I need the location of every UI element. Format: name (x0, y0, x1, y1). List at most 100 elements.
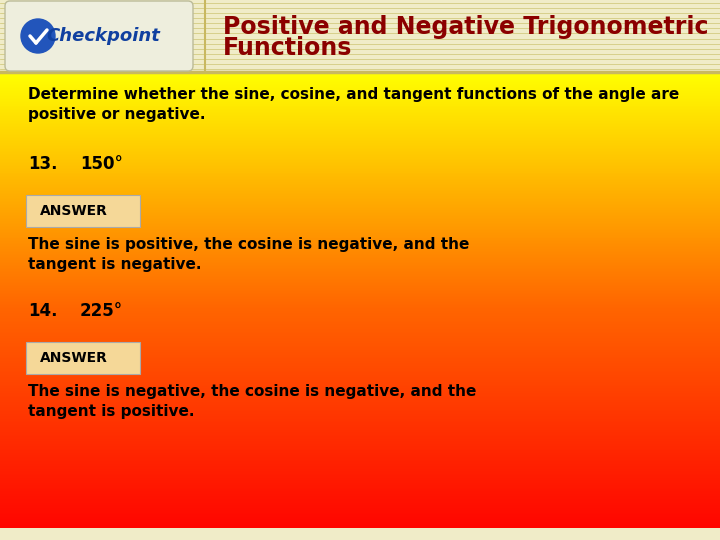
Bar (0, 263, 720, 266)
Bar (0, 294, 720, 296)
Bar (0, 511, 720, 514)
Bar (0, 282, 720, 284)
Bar (0, 411, 720, 414)
Bar (0, 143, 720, 145)
Bar (0, 427, 720, 429)
Bar (0, 232, 720, 234)
Bar (0, 0, 720, 72)
Bar (0, 273, 720, 275)
Bar (0, 219, 720, 222)
Bar (0, 386, 720, 389)
Bar (0, 76, 720, 78)
Bar (0, 199, 720, 201)
Bar (0, 410, 720, 412)
Text: ANSWER: ANSWER (40, 204, 108, 218)
Bar (0, 201, 720, 203)
Bar (0, 371, 720, 373)
Bar (0, 438, 720, 440)
Bar (0, 109, 720, 111)
Bar (0, 308, 720, 310)
Bar (0, 414, 720, 417)
Bar (0, 525, 720, 528)
Bar (0, 296, 720, 298)
Bar (0, 129, 720, 131)
Bar (0, 510, 720, 512)
Bar (0, 275, 720, 278)
Bar (0, 349, 720, 351)
Bar (0, 338, 720, 340)
Bar (0, 135, 720, 138)
Bar (0, 440, 720, 442)
Bar (0, 475, 720, 477)
Bar (0, 312, 720, 314)
Bar (0, 363, 720, 365)
Bar (0, 191, 720, 194)
Bar (0, 171, 720, 173)
Text: 13.: 13. (28, 155, 58, 173)
Bar (0, 354, 720, 356)
Bar (0, 484, 720, 487)
Bar (0, 318, 720, 320)
Bar (0, 421, 720, 423)
Bar (0, 269, 720, 272)
Bar (0, 180, 720, 183)
Bar (0, 113, 720, 116)
Bar (0, 502, 720, 504)
Bar (0, 361, 720, 364)
Bar (0, 151, 720, 153)
Bar (0, 394, 720, 396)
Bar (0, 266, 720, 268)
Bar (0, 261, 720, 264)
Bar (0, 107, 720, 110)
Bar (0, 221, 720, 224)
Bar (0, 112, 720, 114)
Bar (0, 463, 720, 465)
Bar (0, 324, 720, 326)
Bar (0, 179, 720, 181)
Bar (0, 184, 720, 186)
Bar (0, 241, 720, 244)
Bar (0, 535, 720, 537)
Bar (0, 303, 720, 306)
Bar (0, 227, 720, 230)
Bar (0, 104, 720, 106)
Bar (0, 310, 720, 312)
Bar (0, 389, 720, 392)
Bar (0, 159, 720, 161)
Bar (0, 470, 720, 473)
Bar (0, 422, 720, 424)
Bar (0, 213, 720, 215)
Text: Determine whether the sine, cosine, and tangent functions of the angle are
posit: Determine whether the sine, cosine, and … (28, 87, 679, 123)
Text: 225°: 225° (80, 302, 123, 320)
Bar (0, 444, 720, 447)
Bar (0, 431, 720, 434)
Bar (0, 430, 720, 433)
Bar (0, 528, 720, 531)
Bar (0, 215, 720, 217)
Bar (0, 368, 720, 370)
Bar (0, 403, 720, 406)
Bar (0, 364, 720, 367)
Bar (0, 238, 720, 240)
Bar (0, 208, 720, 211)
Bar (0, 436, 720, 438)
Bar (0, 254, 720, 256)
Bar (0, 480, 720, 482)
Bar (0, 340, 720, 342)
Bar (0, 322, 720, 325)
Bar (0, 212, 720, 214)
Bar (0, 355, 720, 357)
Bar (0, 489, 720, 491)
Bar (0, 408, 720, 410)
Bar (0, 399, 720, 401)
Bar (0, 336, 720, 339)
Bar (0, 442, 720, 445)
Bar (0, 466, 720, 468)
Bar (0, 133, 720, 136)
Bar (0, 416, 720, 418)
Bar (0, 452, 720, 454)
Bar (0, 176, 720, 178)
Bar (0, 154, 720, 156)
Bar (0, 80, 720, 83)
Bar (0, 268, 720, 270)
